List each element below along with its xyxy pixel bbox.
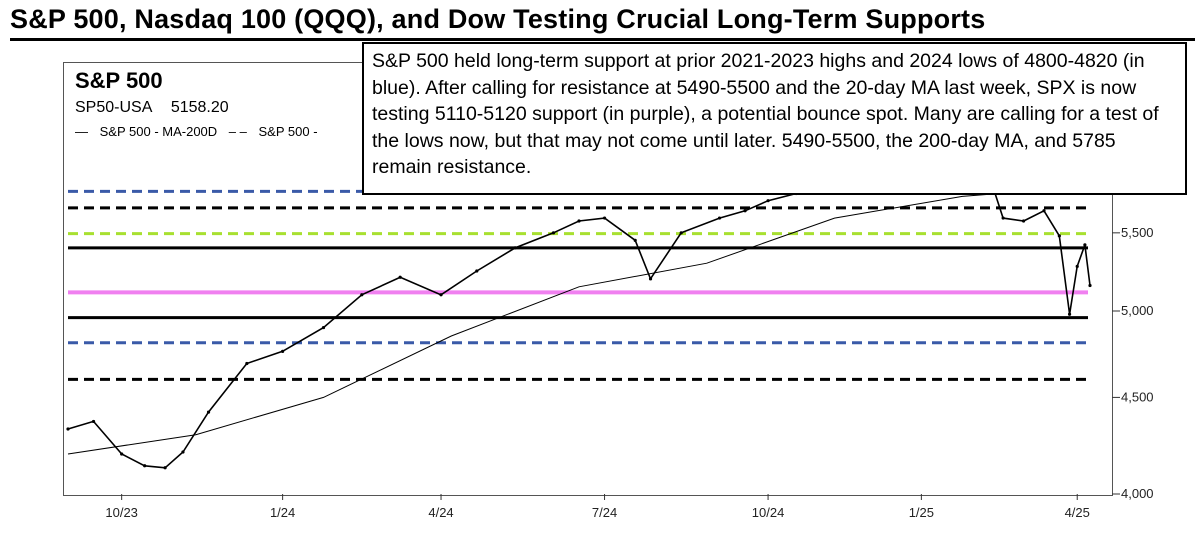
price-point <box>679 231 683 235</box>
x-tick-label: 7/24 <box>592 505 617 520</box>
legend-dashed-line: – – <box>228 124 247 139</box>
price-point <box>1075 264 1079 268</box>
price-point <box>163 466 167 470</box>
chart-legend: — S&P 500 - MA-200D – – S&P 500 - <box>72 124 329 139</box>
price-point <box>633 238 637 242</box>
price-point <box>513 246 517 250</box>
price-point <box>66 427 70 431</box>
x-tick-label: 4/25 <box>1065 505 1090 520</box>
x-tick-label: 1/24 <box>270 505 295 520</box>
price-point <box>1083 243 1087 247</box>
price-point <box>475 269 479 273</box>
headline: S&P 500, Nasdaq 100 (QQQ), and Dow Testi… <box>10 4 986 34</box>
y-tick-label: 5,500 <box>1121 225 1154 240</box>
price-point <box>1088 283 1092 288</box>
symbol-label: SP50-USA <box>75 99 153 116</box>
price-point <box>245 361 249 366</box>
annotation-box: S&P 500 held long-term support at prior … <box>362 42 1187 195</box>
last-value: 5158.20 <box>170 99 229 116</box>
price-point <box>1021 219 1026 223</box>
chart-subtitle: SP50-USA 5158.20 <box>72 99 246 117</box>
price-point <box>120 452 124 456</box>
x-tick-label: 10/23 <box>105 505 138 520</box>
price-point <box>321 325 326 330</box>
price-point <box>398 275 402 279</box>
price-point <box>1067 312 1072 316</box>
price-point <box>602 216 607 220</box>
price-point <box>766 199 770 203</box>
price-point <box>1042 209 1046 213</box>
x-tick-label: 10/24 <box>752 505 785 520</box>
y-tick-label: 4,500 <box>1121 389 1154 404</box>
price-line <box>67 146 1091 469</box>
price-point <box>360 293 364 297</box>
headline-rule <box>10 38 1195 41</box>
price-point <box>577 219 581 223</box>
price-point <box>743 209 747 213</box>
y-tick-label: 5,000 <box>1121 303 1154 318</box>
price-point <box>91 419 96 424</box>
price-point <box>281 349 285 353</box>
price-point <box>143 464 147 468</box>
x-tick-label: 4/24 <box>428 505 453 520</box>
price-point <box>206 410 211 414</box>
ma-200d-line <box>67 186 1091 455</box>
y-tick-label: 4,000 <box>1121 486 1154 501</box>
price-point <box>439 293 443 297</box>
legend-entry-ma: S&P 500 - <box>258 124 318 139</box>
chart-title: S&P 500 <box>72 68 166 94</box>
price-point <box>1057 234 1061 238</box>
price-point <box>181 450 185 454</box>
legend-solid-line: — <box>75 124 88 139</box>
price-point <box>551 231 556 235</box>
price-point <box>717 216 722 220</box>
price-point <box>648 277 653 281</box>
x-tick-label: 1/25 <box>909 505 934 520</box>
legend-entry-ma200: S&P 500 - MA-200D <box>99 124 218 139</box>
price-point <box>1001 216 1005 220</box>
